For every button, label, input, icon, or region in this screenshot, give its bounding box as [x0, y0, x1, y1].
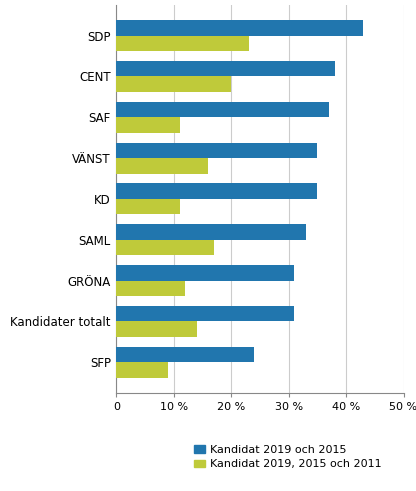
Bar	[116, 20, 363, 35]
Bar	[116, 183, 317, 199]
Bar	[116, 142, 317, 158]
Legend: Kandidat 2019 och 2015, Kandidat 2019, 2015 och 2011: Kandidat 2019 och 2015, Kandidat 2019, 2…	[194, 445, 382, 469]
Bar	[116, 102, 329, 117]
Bar	[116, 362, 168, 378]
Bar	[116, 199, 180, 215]
Bar	[116, 61, 334, 77]
Bar	[116, 240, 214, 255]
Bar	[116, 306, 295, 321]
Bar	[116, 158, 208, 173]
Bar	[116, 77, 231, 92]
Bar	[116, 117, 180, 133]
Bar	[116, 321, 197, 337]
Bar	[116, 224, 306, 240]
Bar	[116, 265, 295, 280]
Bar	[116, 347, 254, 362]
Bar	[116, 280, 186, 296]
Bar	[116, 35, 248, 51]
